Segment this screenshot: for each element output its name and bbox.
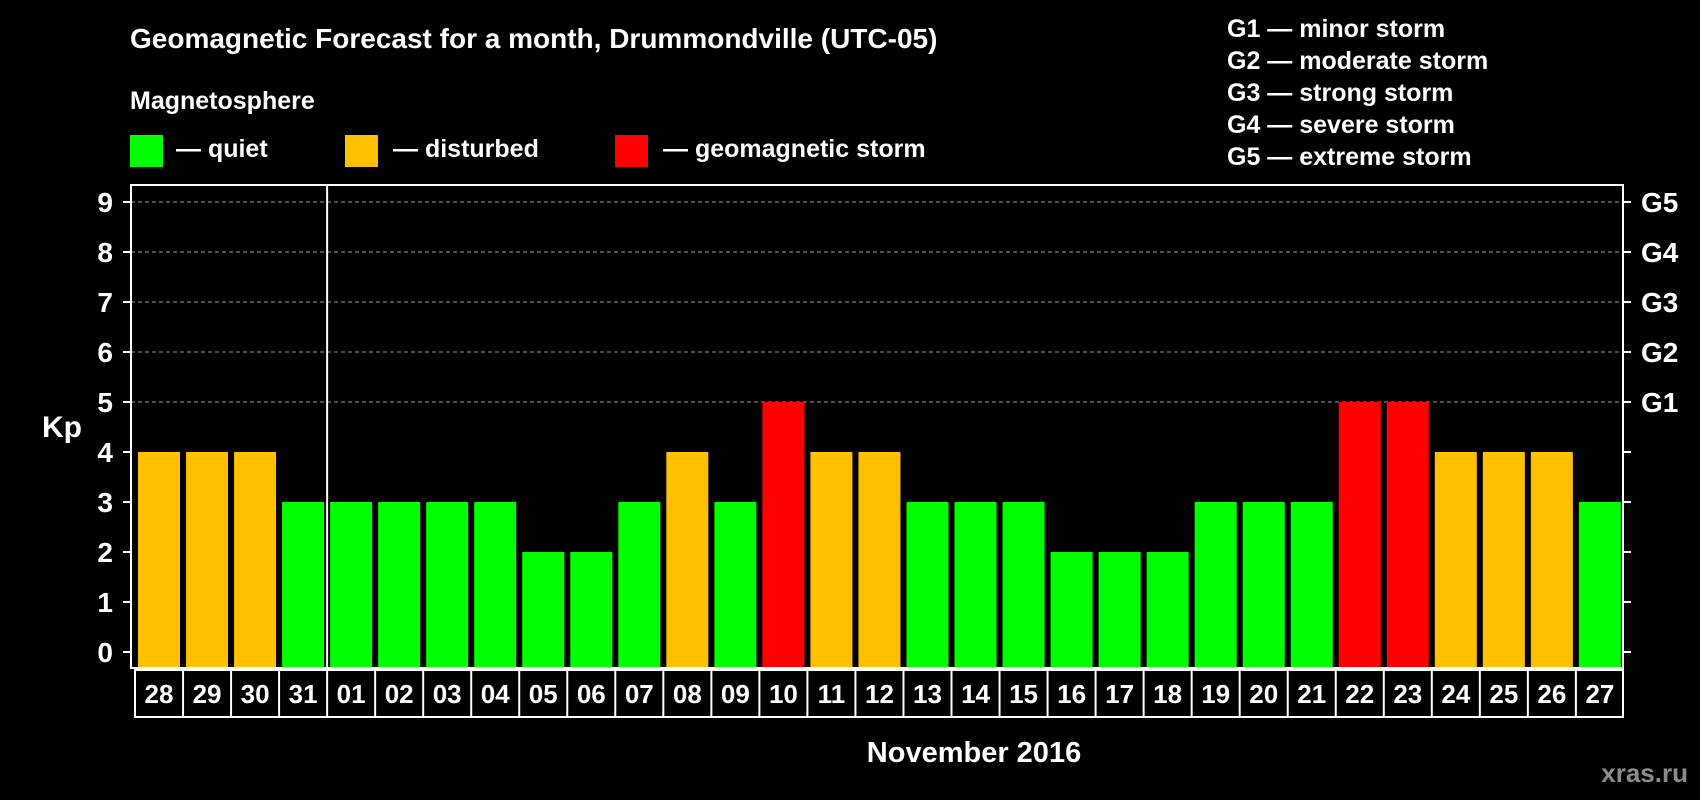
right-axis-label-G5: G5 (1641, 187, 1678, 218)
plot-frame (130, 184, 1624, 669)
y-axis-label: Kp (42, 411, 82, 444)
bar-03 (426, 502, 469, 668)
x-tick-label-26: 26 (1537, 679, 1566, 709)
y-tick-label-6: 6 (97, 337, 113, 368)
right-axis-label-G2: G2 (1641, 337, 1678, 368)
x-tick-label-31: 31 (289, 679, 318, 709)
y-tick-label-9: 9 (97, 187, 113, 218)
x-tick-label-06: 06 (577, 679, 606, 709)
x-tick-label-25: 25 (1489, 679, 1518, 709)
bar-12 (858, 452, 901, 668)
bar-15 (1002, 502, 1045, 668)
x-tick-label-14: 14 (961, 679, 990, 709)
bar-29 (186, 452, 229, 668)
legend-label-quiet: — quiet (176, 135, 268, 163)
x-tick-label-13: 13 (913, 679, 942, 709)
bar-05 (522, 552, 565, 668)
legend-label-disturbed: — disturbed (393, 135, 539, 163)
legend-swatch-quiet (130, 135, 163, 167)
bar-19 (1194, 502, 1237, 668)
bar-25 (1482, 452, 1525, 668)
storm-scale-g4: G4 — severe storm (1227, 111, 1455, 139)
x-axis-label: November 2016 (867, 737, 1081, 769)
storm-scale-g5: G5 — extreme storm (1227, 143, 1472, 171)
bar-27 (1578, 502, 1621, 668)
x-tick-label-21: 21 (1297, 679, 1326, 709)
bar-09 (714, 502, 757, 668)
bar-13 (906, 502, 949, 668)
y-tick-label-1: 1 (97, 587, 113, 618)
x-tick-label-12: 12 (865, 679, 894, 709)
legend-label-storm: — geomagnetic storm (663, 135, 926, 163)
right-axis-label-G1: G1 (1641, 387, 1678, 418)
bar-08 (666, 452, 709, 668)
x-tick-label-19: 19 (1201, 679, 1230, 709)
x-tick-label-18: 18 (1153, 679, 1182, 709)
bar-01 (330, 502, 373, 668)
x-label-frame (134, 669, 1624, 718)
x-tick-label-27: 27 (1585, 679, 1614, 709)
x-tick-label-10: 10 (769, 679, 798, 709)
x-tick-label-04: 04 (481, 679, 510, 709)
x-tick-label-17: 17 (1105, 679, 1134, 709)
bar-02 (378, 502, 421, 668)
legend-heading: Magnetosphere (130, 87, 315, 115)
x-tick-label-23: 23 (1393, 679, 1422, 709)
bar-31 (282, 502, 325, 668)
x-tick-label-28: 28 (145, 679, 174, 709)
bar-21 (1290, 502, 1333, 668)
bar-23 (1386, 402, 1429, 668)
y-tick-label-2: 2 (97, 537, 113, 568)
legend-swatch-disturbed (345, 135, 378, 167)
bar-11 (810, 452, 853, 668)
x-tick-label-24: 24 (1441, 679, 1470, 709)
y-tick-label-7: 7 (97, 287, 113, 318)
x-tick-label-20: 20 (1249, 679, 1278, 709)
bar-14 (954, 502, 997, 668)
bar-10 (762, 402, 805, 668)
x-tick-label-08: 08 (673, 679, 702, 709)
y-tick-label-5: 5 (97, 387, 113, 418)
bar-17 (1098, 552, 1141, 668)
x-tick-label-01: 01 (337, 679, 366, 709)
bar-30 (234, 452, 277, 668)
watermark: xras.ru (1601, 758, 1688, 788)
bar-16 (1050, 552, 1093, 668)
storm-scale-g1: G1 — minor storm (1227, 15, 1445, 43)
x-tick-label-11: 11 (818, 679, 846, 709)
bar-26 (1530, 452, 1573, 668)
chart-title: Geomagnetic Forecast for a month, Drummo… (130, 23, 937, 54)
x-tick-label-02: 02 (385, 679, 414, 709)
x-tick-label-22: 22 (1345, 679, 1374, 709)
bar-07 (618, 502, 661, 668)
bar-18 (1146, 552, 1189, 668)
x-tick-label-16: 16 (1057, 679, 1086, 709)
bar-22 (1338, 402, 1381, 668)
bar-24 (1434, 452, 1477, 668)
bar-20 (1242, 502, 1285, 668)
bar-06 (570, 552, 613, 668)
storm-scale-g3: G3 — strong storm (1227, 79, 1453, 107)
x-tick-label-29: 29 (193, 679, 222, 709)
bar-04 (474, 502, 517, 668)
right-axis-label-G4: G4 (1641, 237, 1679, 268)
x-tick-label-07: 07 (625, 679, 654, 709)
x-tick-label-05: 05 (529, 679, 558, 709)
storm-scale-g2: G2 — moderate storm (1227, 47, 1488, 75)
x-tick-label-09: 09 (721, 679, 750, 709)
y-tick-label-4: 4 (97, 437, 113, 468)
legend-swatch-storm (615, 135, 648, 167)
x-tick-label-03: 03 (433, 679, 462, 709)
y-tick-label-0: 0 (97, 637, 113, 668)
x-tick-label-15: 15 (1009, 679, 1038, 709)
y-tick-label-3: 3 (97, 487, 113, 518)
y-tick-label-8: 8 (97, 237, 113, 268)
bar-28 (138, 452, 180, 668)
right-axis-label-G3: G3 (1641, 287, 1678, 318)
x-tick-label-30: 30 (241, 679, 270, 709)
